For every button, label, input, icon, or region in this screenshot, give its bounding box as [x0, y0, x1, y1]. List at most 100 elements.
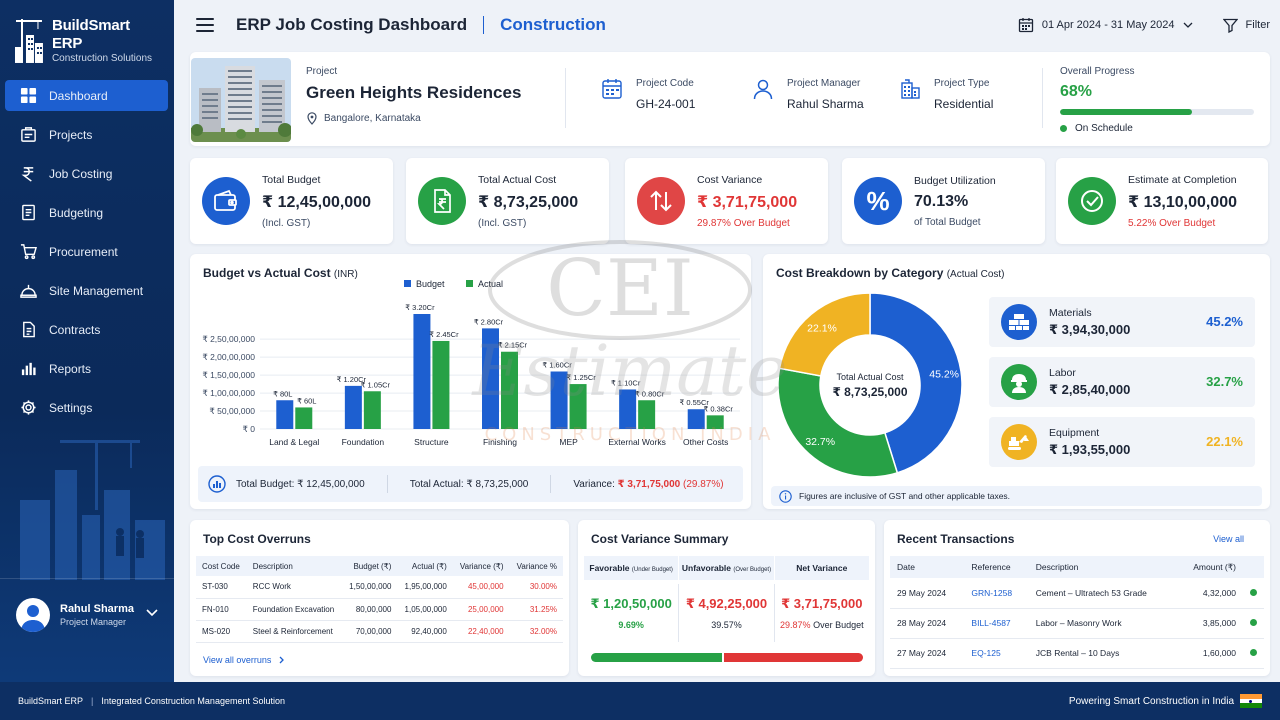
data-label: ₹ 0.38Cr	[704, 404, 734, 413]
table-row[interactable]: FN-010 Foundation Excavation 80,00,000 1…	[196, 598, 563, 621]
table-row[interactable]: ST-030 RCC Work 1,50,00,000 1,95,00,000 …	[196, 576, 563, 599]
sidebar-item-label: Settings	[49, 400, 93, 415]
donut-slice-labor[interactable]	[777, 367, 899, 478]
column-header: Amount (₹)	[1176, 556, 1243, 578]
status-dot-icon	[1250, 619, 1257, 626]
project-type-label: Project Type	[934, 78, 990, 89]
cell-reference[interactable]: GRN-1258	[964, 578, 1029, 609]
sidebar-item-label: Budgeting	[49, 205, 104, 220]
brand-logo-icon	[14, 19, 43, 63]
project-type-block: Project Type Residential	[898, 78, 993, 111]
data-label: ₹ 1.25Cr	[566, 373, 596, 382]
bar-actual	[432, 340, 450, 429]
donut-slice-materials[interactable]	[869, 292, 963, 474]
sidebar-item-contracts[interactable]: Contracts	[5, 314, 168, 345]
kpi-value: ₹ 12,45,00,000	[262, 193, 371, 211]
hamburger-menu-icon[interactable]	[196, 18, 214, 32]
recent-transactions-card: Recent Transactions View all Date Refere…	[884, 520, 1270, 676]
table-row[interactable]: 27 May 2024 EQ-125 JCB Rental – 10 Days …	[890, 638, 1264, 669]
net-variance-label: Net Variance	[774, 556, 869, 580]
sidebar-item-job-costing[interactable]: Job Costing	[5, 158, 168, 189]
net-variance-value: ₹ 3,71,75,000	[781, 596, 863, 611]
category-name: Materials	[1049, 306, 1092, 319]
project-manager-value: Rahul Sharma	[787, 97, 864, 111]
column-header: Reference	[964, 556, 1029, 578]
category-equipment[interactable]: Equipment ₹ 1,93,55,000 22.1%	[989, 417, 1255, 467]
kpi-value: 70.13%	[914, 192, 969, 210]
cell-reference[interactable]: BILL-4587	[964, 608, 1029, 639]
bar-budget	[344, 385, 362, 429]
data-label: ₹ 0.55Cr	[680, 398, 710, 407]
summary-variance-value: ₹ 3,71,75,000	[617, 478, 681, 490]
tax-note-text: Figures are inclusive of GST and other a…	[799, 491, 1011, 501]
date-range-picker[interactable]: 01 Apr 2024 - 31 May 2024	[1018, 17, 1201, 33]
sidebar-item-procurement[interactable]: Procurement	[5, 236, 168, 267]
y-tick-label: ₹ 1,00,00,000	[202, 388, 255, 398]
table-row[interactable]: MS-020 Steel & Reinforcement 70,00,000 9…	[196, 620, 563, 643]
cell-budget: 70,00,000	[342, 620, 398, 643]
footer-tagline: Integrated Construction Management Solut…	[101, 696, 285, 706]
variance-bar-favorable	[591, 653, 722, 662]
brand-name: BuildSmart ERP	[51, 17, 130, 52]
location-pin-icon	[307, 112, 317, 125]
table-row[interactable]: 29 May 2024 GRN-1258 Cement – Ultratech …	[890, 578, 1264, 609]
donut-slice-equipment[interactable]	[778, 292, 871, 377]
x-tick-label: Land & Legal	[269, 437, 319, 447]
table-row[interactable]: 28 May 2024 BILL-4587 Labor – Masonry Wo…	[890, 608, 1264, 639]
column-header: Budget (₹)	[342, 556, 398, 576]
kpi-total-actual-cost: Total Actual Cost ₹ 8,73,25,000 (Incl. G…	[406, 158, 609, 244]
cell-reference[interactable]: EQ-125	[964, 638, 1029, 669]
favorable-note: (Under Budget)	[631, 567, 673, 573]
project-label: Project	[306, 66, 338, 77]
column-header: Date	[890, 556, 965, 578]
sidebar-item-site-management[interactable]: Site Management	[5, 275, 168, 306]
x-tick-label: Finishing	[483, 437, 517, 447]
x-tick-label: Structure	[414, 437, 449, 447]
view-all-overruns-link[interactable]: View all overruns	[203, 655, 285, 665]
net-variance-pct: 29.87%	[780, 620, 811, 630]
sidebar-item-projects[interactable]: Projects	[5, 119, 168, 150]
check-badge-icon	[1068, 177, 1116, 225]
kpi-note: (Incl. GST)	[478, 217, 527, 229]
building-icon	[901, 79, 920, 99]
divider	[565, 68, 566, 128]
sidebar-item-label: Procurement	[49, 244, 118, 259]
y-tick-label: ₹ 0	[243, 424, 256, 434]
top-cost-overruns-card: Top Cost Overruns Cost Code Description …	[190, 520, 569, 676]
x-tick-label: External Works	[608, 437, 665, 447]
cell-budget: 1,50,00,000	[342, 576, 398, 599]
view-all-transactions-link[interactable]: View all	[1213, 534, 1244, 544]
project-type-value: Residential	[934, 97, 994, 111]
donut-slice-label: 32.7%	[805, 436, 835, 448]
kpi-label: Total Budget	[262, 173, 321, 186]
sidebar-item-budgeting[interactable]: Budgeting	[5, 197, 168, 228]
progress-bar	[1060, 109, 1254, 115]
project-manager-label: Project Manager	[787, 78, 861, 89]
cell-variance-pct: 31.25%	[509, 598, 563, 621]
cell-description: Labor – Masonry Work	[1028, 608, 1177, 639]
column-header: Description	[1028, 556, 1177, 578]
x-tick-label: MEP	[559, 437, 578, 447]
cell-cost-code: ST-030	[196, 576, 247, 599]
user-role: Project Manager	[60, 616, 127, 627]
bar-budget	[619, 389, 637, 429]
sidebar-item-label: Dashboard	[49, 88, 108, 103]
cell-amount: 1,60,000	[1176, 638, 1243, 669]
sidebar-nav: Dashboard Projects Job Costing Budgeting…	[0, 80, 174, 423]
reports-icon	[19, 360, 37, 378]
sidebar-item-reports[interactable]: Reports	[5, 353, 168, 384]
user-profile[interactable]: Rahul Sharma Project Manager	[0, 578, 174, 650]
project-location: Bangalore, Karnataka	[306, 112, 521, 125]
filter-button[interactable]: Filter	[1222, 18, 1270, 33]
y-tick-label: ₹ 2,00,00,000	[202, 352, 255, 362]
donut-center-value: ₹ 8,73,25,000	[832, 385, 908, 399]
sidebar-item-dashboard[interactable]: Dashboard	[5, 80, 168, 111]
category-value: ₹ 3,94,30,000	[1049, 321, 1131, 337]
category-labor[interactable]: Labor ₹ 2,85,40,000 32.7%	[989, 357, 1255, 407]
kpi-value: ₹ 13,10,00,000	[1128, 193, 1237, 211]
india-flag-icon	[1240, 694, 1262, 709]
data-label: ₹ 2.80Cr	[474, 317, 504, 326]
category-materials[interactable]: Materials ₹ 3,94,30,000 45.2%	[989, 297, 1255, 347]
chevron-down-icon[interactable]	[146, 609, 158, 617]
sidebar-item-settings[interactable]: Settings	[5, 392, 168, 423]
